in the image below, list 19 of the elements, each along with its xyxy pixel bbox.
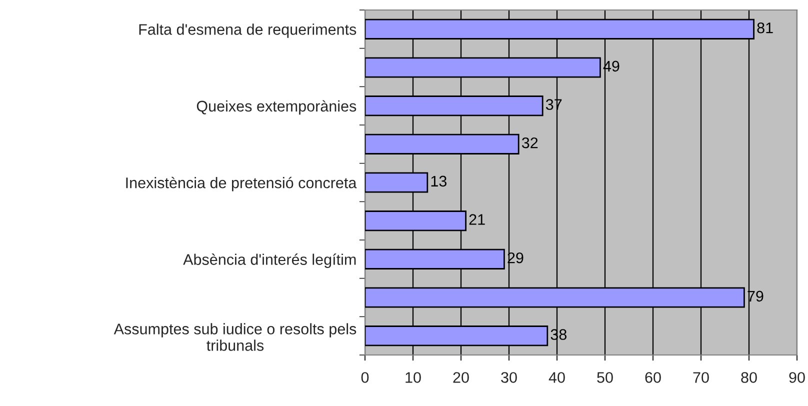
x-tick-label: 80	[741, 372, 757, 383]
y-tick-label: Falta d'esmena de requeriments	[139, 24, 356, 38]
x-tick-label: 40	[548, 372, 565, 383]
y-tick-label: Assumptes sub iudice o resolts pels tribunals	[114, 323, 356, 351]
x-tick-label: 30	[501, 372, 517, 383]
data-label: 13	[431, 176, 446, 187]
data-label: 21	[469, 214, 485, 225]
y-tick-label: Queixes extemporànies	[196, 100, 356, 115]
x-tick-label: 0	[361, 372, 369, 383]
x-tick-label: 90	[789, 372, 805, 383]
y-tick-label: Absència d'interés legítim	[183, 254, 356, 268]
x-tick-label: 60	[645, 372, 661, 383]
x-tick-label: 20	[453, 372, 469, 383]
x-tick-label: 10	[406, 372, 421, 383]
x-tick-label: 70	[693, 372, 709, 383]
data-label: 32	[522, 137, 538, 148]
y-tick-label: Inexistència de pretensió concreta	[126, 176, 357, 192]
data-label: 81	[757, 22, 773, 34]
x-tick-label: 50	[597, 372, 613, 383]
